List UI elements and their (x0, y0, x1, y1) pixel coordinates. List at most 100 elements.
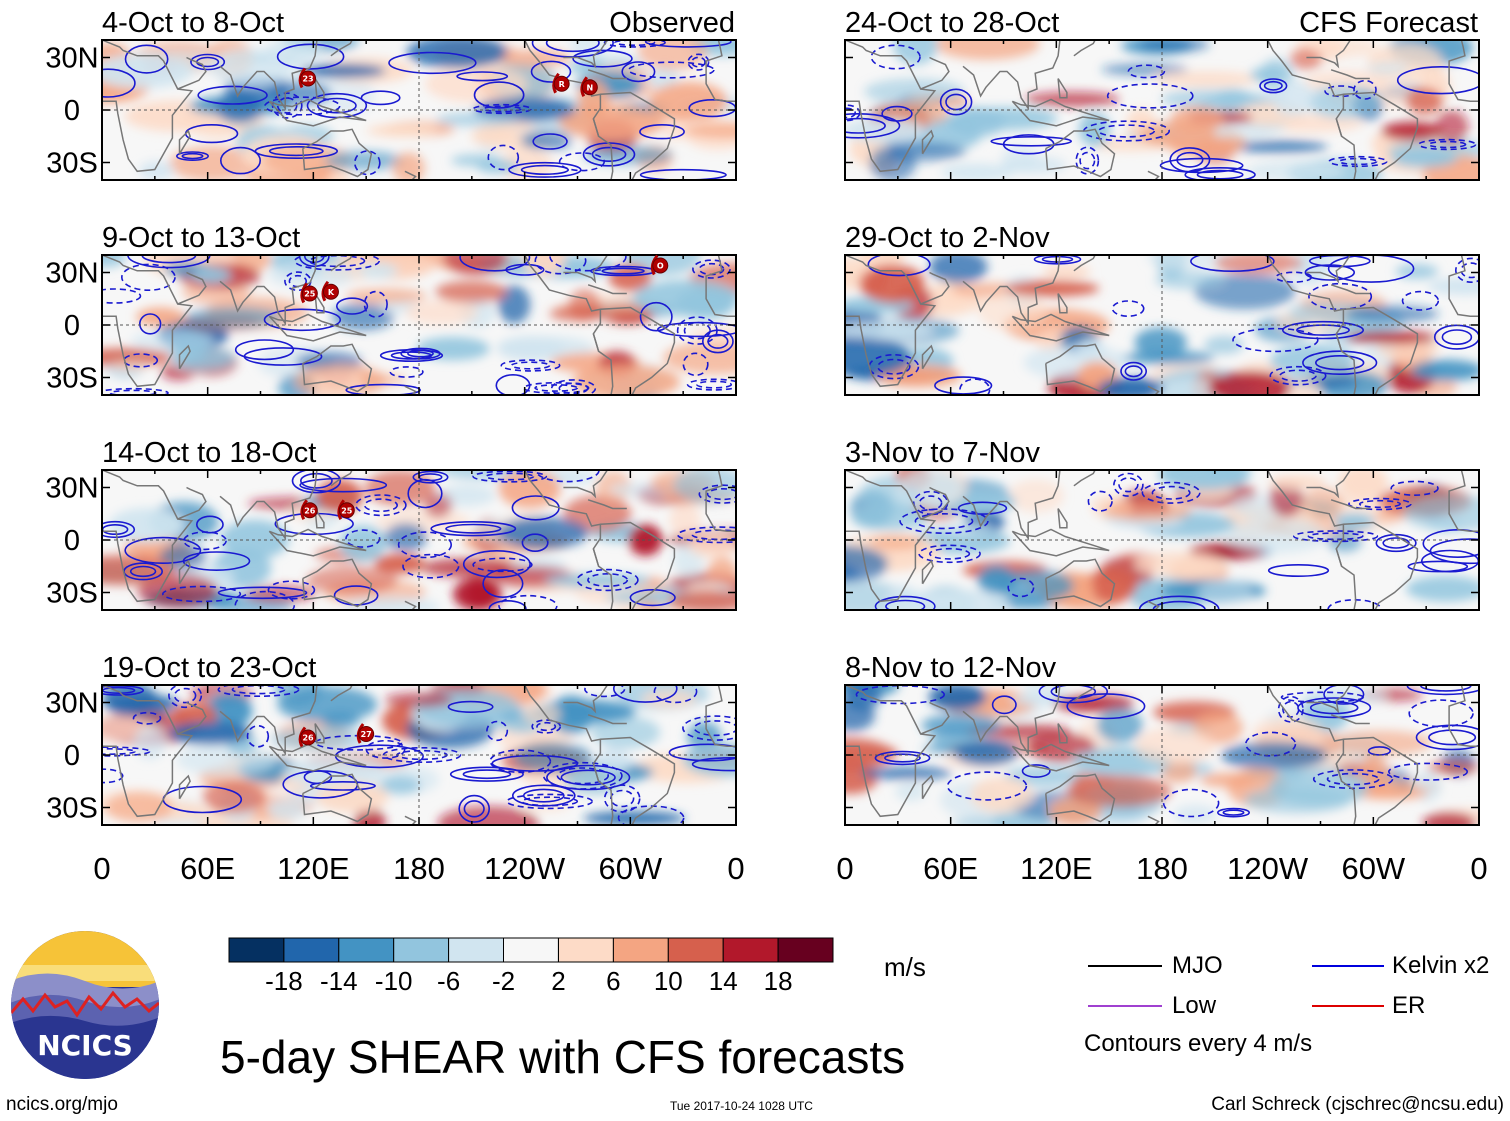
colorbar-label: 6 (606, 966, 620, 996)
panel-source-tag: CFS Forecast (1299, 7, 1478, 39)
map-panel-1: 30N 0 30S 4-Oct to 8-Oct Observed 23 R N (45, 7, 737, 181)
storm-marker: K (321, 280, 339, 302)
storm-marker: O (650, 254, 669, 276)
storm-marker: R (552, 72, 570, 94)
shear-field (845, 255, 1479, 395)
coastlines (102, 685, 736, 825)
colorbar-label: -6 (437, 966, 460, 996)
svg-text:23: 23 (302, 75, 313, 84)
colorbar: -18 -14 -10 -6 -2 2 6 10 14 18 (228, 937, 834, 996)
panel-source-tag: Observed (609, 7, 735, 39)
kelvin-contours (102, 40, 736, 180)
map-panel-4: 29-Oct to 2-Nov (844, 222, 1480, 396)
storm-marker: 26 (300, 499, 318, 520)
colorbar-swatch (503, 937, 559, 963)
colorbar-units: m/s (884, 952, 926, 982)
ncics-logo: NCICS (11, 931, 159, 1079)
x-tick-label: 60W (598, 851, 662, 886)
er-legend-label: ER (1392, 992, 1426, 1019)
colorbar-swatch (722, 937, 779, 963)
colorbar-swatch (393, 937, 450, 963)
x-tick-label: 120E (277, 851, 349, 886)
coastlines (845, 470, 1479, 610)
x-tick-label: 0 (727, 851, 744, 886)
y-tick-label: 30S (46, 793, 98, 825)
contour-interval-note: Contours every 4 m/s (1084, 1030, 1313, 1057)
panel-date-label: 3-Nov to 7-Nov (845, 437, 1041, 469)
footer-url: ncics.org/mjo (6, 1094, 118, 1115)
map-panel-7: 30N 0 30S 19-Oct to 23-Oct 26 27 0 60E 120E 180 12… (45, 652, 744, 886)
y-tick-label: 0 (64, 310, 80, 342)
y-tick-label: 30N (45, 688, 98, 720)
kelvin-legend-label: Kelvin x2 (1392, 952, 1490, 979)
x-tick-label: 180 (1136, 851, 1188, 886)
colorbar-swatch (558, 937, 614, 963)
coastlines (845, 255, 1479, 395)
map-panel-5: 30N 0 30S 14-Oct to 18-Oct 26 25 (45, 437, 737, 611)
x-tick-label: 120E (1020, 851, 1092, 886)
y-tick-label: 30N (45, 43, 98, 75)
shear-field (102, 40, 736, 180)
panel-date-label: 29-Oct to 2-Nov (845, 222, 1050, 254)
storm-marker: 26 (298, 726, 317, 748)
colorbar-swatch (667, 937, 724, 963)
colorbar-swatch (338, 937, 395, 963)
svg-text:26: 26 (304, 506, 316, 515)
svg-text:K: K (328, 288, 335, 297)
svg-text:O: O (657, 262, 664, 271)
colorbar-label: -14 (320, 966, 358, 996)
y-tick-label: 30N (45, 258, 98, 290)
colorbar-label: 2 (551, 966, 565, 996)
svg-text:26: 26 (302, 734, 314, 743)
coastlines (102, 40, 736, 180)
x-tick-label: 0 (93, 851, 110, 886)
coastlines (845, 685, 1479, 825)
y-tick-label: 30S (46, 578, 98, 610)
shear-field (845, 685, 1479, 825)
kelvin-legend-line (1312, 965, 1384, 967)
svg-text:25: 25 (304, 290, 316, 299)
low-legend-label: Low (1172, 992, 1217, 1019)
storm-marker: 25 (300, 282, 318, 304)
shear-field (102, 685, 736, 825)
kelvin-contours (874, 472, 1479, 610)
mjo-legend-label: MJO (1172, 952, 1223, 979)
coastlines (102, 470, 736, 610)
colorbar-swatch (283, 937, 340, 963)
panel-date-label: 4-Oct to 8-Oct (102, 7, 284, 39)
panel-date-label: 9-Oct to 13-Oct (102, 222, 300, 254)
y-tick-label: 30S (46, 148, 98, 180)
colorbar-swatch (228, 937, 285, 963)
y-tick-label: 0 (64, 525, 80, 557)
y-tick-label: 0 (64, 95, 80, 127)
colorbar-swatch (612, 937, 669, 963)
svg-text:R: R (559, 80, 565, 89)
y-tick-label: 30S (46, 363, 98, 395)
shear-field (102, 255, 736, 395)
map-panel-2: 24-Oct to 28-Oct CFS Forecast (844, 7, 1480, 181)
storm-marker: 23 (298, 67, 317, 89)
colorbar-label: -18 (265, 966, 303, 996)
y-tick-label: 30N (45, 473, 98, 505)
kelvin-contours (845, 44, 1479, 180)
shear-field (102, 470, 736, 610)
map-panel-8: 8-Nov to 12-Nov 0 60E 120E 180 120W 60W 0 (836, 652, 1487, 886)
x-tick-label: 60E (180, 851, 235, 886)
x-tick-label: 0 (836, 851, 853, 886)
colorbar-swatch (777, 937, 834, 963)
kelvin-contours (867, 255, 1479, 395)
panel-date-label: 14-Oct to 18-Oct (102, 437, 316, 469)
colorbar-swatch (448, 937, 505, 963)
x-tick-label: 180 (393, 851, 445, 886)
low-legend-line (1088, 1005, 1162, 1007)
coastlines (845, 40, 1479, 180)
storm-marker: 27 (356, 723, 375, 744)
footer-author: Carl Schreck (cjschrec@ncsu.edu) (1211, 1094, 1504, 1115)
colorbar-label: -2 (492, 966, 515, 996)
colorbar-label: 14 (709, 966, 738, 996)
x-tick-label: 120W (1227, 851, 1309, 886)
shear-field (845, 40, 1479, 180)
figure-title: 5-day SHEAR with CFS forecasts (220, 1031, 906, 1083)
map-panel-6: 3-Nov to 7-Nov (844, 437, 1480, 611)
